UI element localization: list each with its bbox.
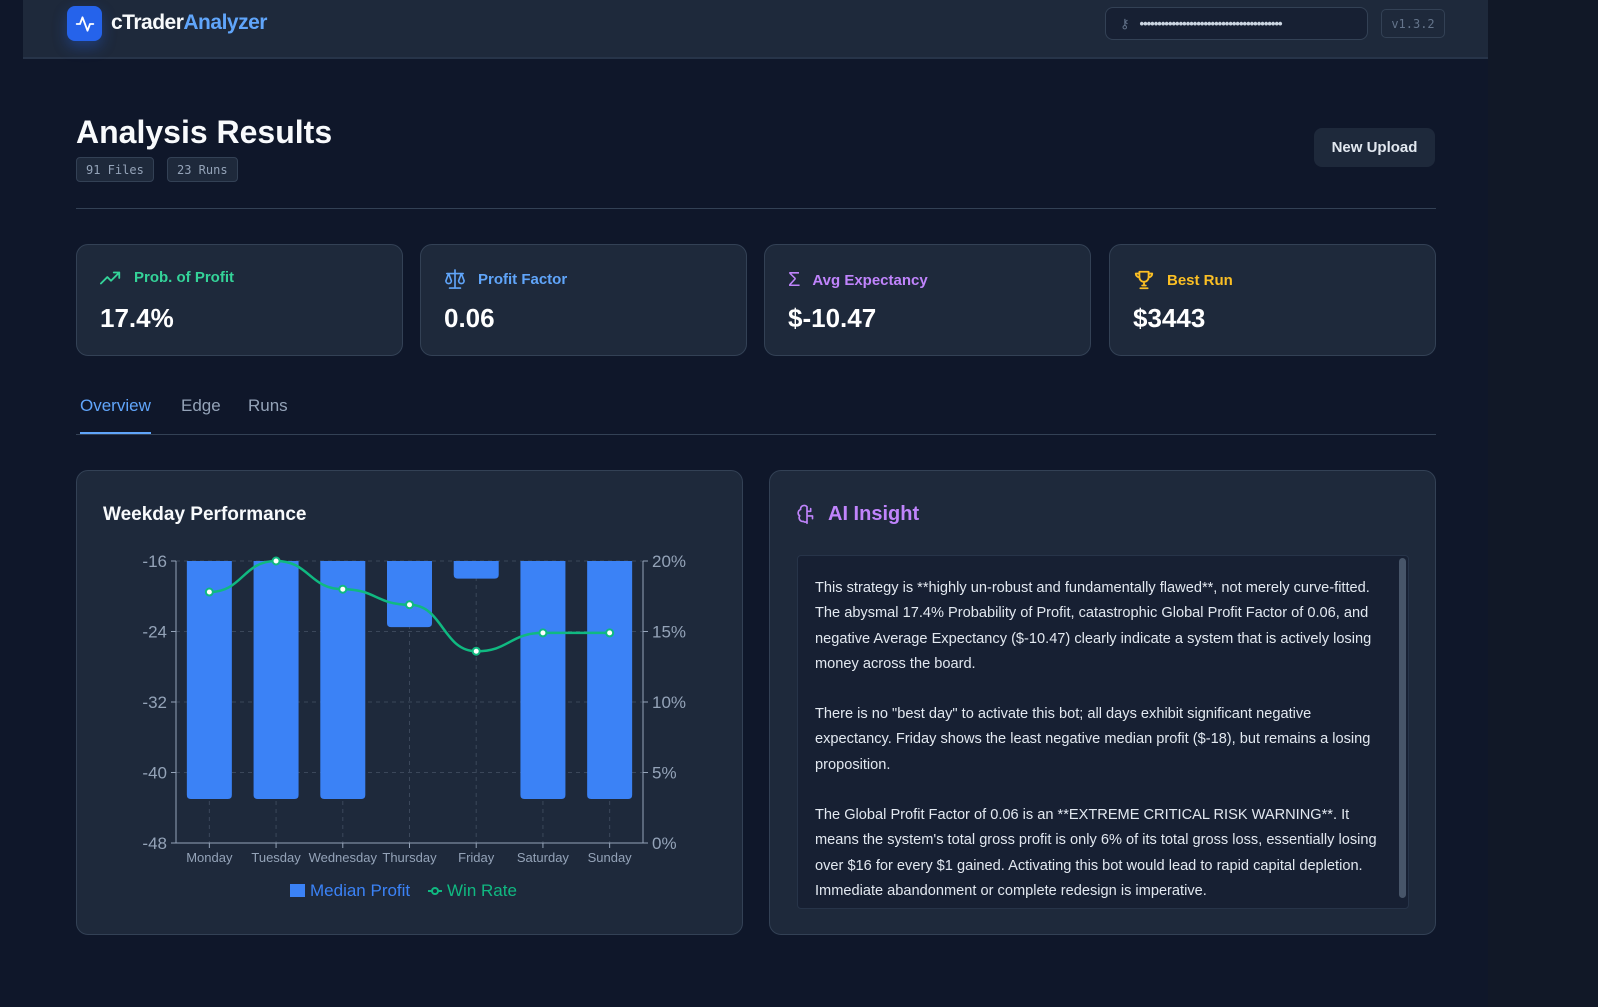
scale-icon [445,269,465,289]
ai-paragraph: The Global Profit Factor of 0.06 is an *… [815,807,1377,899]
tab-runs[interactable]: Runs [248,396,288,415]
ai-paragraph: This strategy is **highly un-robust and … [815,580,1372,672]
brand-right: Analyzer [183,11,267,34]
page-title: Analysis Results [76,114,333,150]
version-badge: v1.3.2 [1381,9,1445,38]
api-key-input[interactable]: ⚷ ••••••••••••••••••••••••••••••••••••••… [1105,7,1368,40]
bar-saturday [520,561,566,799]
activity-logo-icon [67,6,102,41]
left-tick-label: -16 [142,552,167,571]
x-tick-label: Tuesday [251,850,301,865]
win-rate-point-friday [471,646,481,656]
tab-overview[interactable]: Overview [80,396,151,434]
win-rate-point-monday [204,587,214,597]
stat-label: Profit Factor [478,270,568,288]
panel-title: Weekday Performance [103,504,307,525]
ai-title: AI Insight [828,503,920,525]
runs-badge: 23 Runs [167,157,238,182]
left-tick-label: -48 [142,834,167,853]
win-rate-point-saturday [538,628,548,638]
legend-win-rate: Win Rate [447,881,517,900]
stat-card-best-run: Best Run $3443 [1109,244,1436,356]
bar-thursday [387,561,432,628]
left-tick-label: -40 [142,764,167,783]
ai-insight-panel: AI Insight This strategy is **highly un-… [769,470,1436,935]
tab-edge[interactable]: Edge [181,396,221,415]
legend-win-rate-marker [431,887,439,895]
bar-friday [453,561,499,579]
win-rate-point-thursday [405,600,414,610]
divider [76,208,1436,209]
right-tick-label: 15% [652,623,686,642]
x-tick-label: Monday [186,850,233,865]
win-rate-point-tuesday [271,556,281,566]
win-rate-point-wednesday [338,584,348,594]
stat-value: $-10.47 [788,303,877,333]
scrollbar[interactable] [1399,558,1406,898]
weekday-performance-panel: Weekday Performance -16 -24 -32 -40 -48 20% 15… [76,470,743,935]
brand-left: cTrader [111,11,184,34]
files-badge: 91 Files [76,157,154,182]
sigma-icon: Σ [788,269,801,291]
left-tick-label: -32 [142,693,167,712]
weekday-chart: -16 -24 -32 -40 -48 20% 15% 10% 5% 0% Monday Tuesda… [142,552,686,900]
new-upload-button[interactable]: New Upload [1314,128,1435,167]
brain-icon [797,504,814,524]
page-edge [1488,0,1598,1007]
trophy-icon [1134,270,1154,290]
ai-paragraph: There is no "best day" to activate this … [815,706,1371,773]
stat-value: $3443 [1133,303,1206,333]
key-icon: ⚷ [1120,15,1130,31]
x-tick-label: Thursday [382,850,437,865]
right-tick-label: 20% [652,552,686,571]
bar-sunday [587,561,633,799]
stat-value: 17.4% [100,303,174,333]
stat-card-prob-profit: Prob. of Profit 17.4% [76,244,403,356]
stat-label: Avg Expectancy [812,272,928,289]
trending-up-icon [100,271,121,284]
legend-median-profit: Median Profit [310,881,410,900]
top-header: cTraderAnalyzer ⚷ ••••••••••••••••••••••… [23,0,1488,59]
bar-tuesday [253,561,299,799]
right-tick-label: 0% [652,834,677,853]
api-key-value: •••••••••••••••••••••••••••••••••••••••• [1139,16,1283,31]
x-tick-label: Wednesday [309,850,378,865]
stat-value: 0.06 [444,303,495,333]
tab-bar: Overview Edge Runs [76,388,1436,435]
stat-card-avg-expectancy: Σ Avg Expectancy $-10.47 [764,244,1091,356]
right-tick-label: 5% [652,764,677,783]
bar-monday [186,561,232,799]
stat-card-profit-factor: Profit Factor 0.06 [420,244,747,356]
bar-wednesday [320,561,366,799]
x-tick-label: Sunday [588,850,633,865]
brand-name: cTraderAnalyzer [111,11,267,35]
x-tick-label: Saturday [517,850,570,865]
x-tick-label: Friday [458,850,495,865]
win-rate-point-sunday [605,628,615,638]
left-tick-label: -24 [142,623,167,642]
right-tick-label: 10% [652,693,686,712]
legend-median-profit-swatch [290,884,305,897]
stat-label: Prob. of Profit [134,269,234,286]
stat-label: Best Run [1167,271,1233,289]
ai-insight-text[interactable]: This strategy is **highly un-robust and … [797,555,1409,909]
